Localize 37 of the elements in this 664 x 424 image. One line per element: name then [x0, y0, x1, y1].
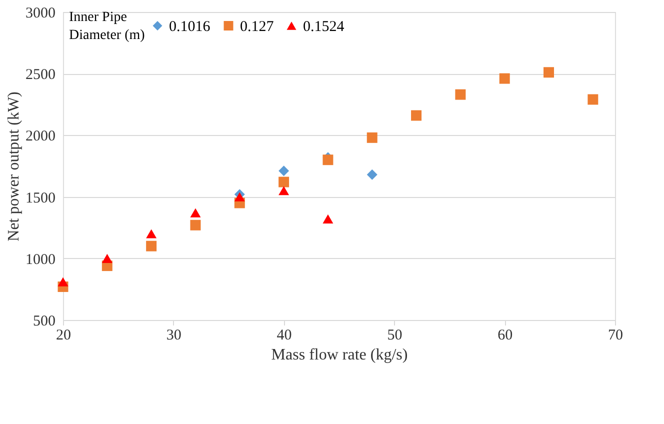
- x-tick-label: 60: [498, 328, 513, 344]
- y-axis-title: Net power output (kW): [6, 92, 22, 242]
- x-tick-label: 50: [387, 328, 402, 344]
- point: [322, 154, 334, 166]
- y-tick-label: 3000: [26, 6, 56, 22]
- point: [366, 169, 378, 180]
- x-tick-label: 70: [608, 328, 623, 344]
- legend-label: 0.1016: [169, 18, 211, 35]
- point: [278, 176, 290, 188]
- point: [234, 192, 245, 202]
- point: [366, 132, 378, 143]
- point: [102, 254, 112, 263]
- point: [499, 73, 510, 84]
- legend-label: 0.127: [240, 18, 274, 35]
- x-tick-label: 30: [166, 328, 182, 344]
- point: [455, 89, 466, 100]
- point: [190, 208, 201, 218]
- point: [278, 186, 290, 196]
- point: [411, 110, 422, 121]
- x-tick-label: 20: [56, 328, 71, 344]
- x-tick-label: 40: [276, 328, 292, 344]
- y-tick-label: 1000: [26, 252, 56, 268]
- y-tick-label: 500: [33, 314, 56, 330]
- point: [146, 229, 157, 238]
- point: [146, 240, 157, 252]
- point: [544, 67, 554, 78]
- point: [190, 220, 201, 230]
- legend-title: Inner Pipe Diameter (m): [69, 10, 146, 43]
- point: [278, 166, 290, 176]
- y-tick-label: 1500: [26, 190, 56, 206]
- legend-label: 0.1524: [303, 18, 345, 35]
- y-tick-label: 2000: [26, 128, 56, 145]
- point: [58, 277, 68, 286]
- x-axis-title: Mass flow rate (kg/s): [271, 346, 408, 364]
- point: [588, 94, 598, 105]
- y-tick-label: 2500: [26, 67, 56, 84]
- point: [322, 214, 334, 224]
